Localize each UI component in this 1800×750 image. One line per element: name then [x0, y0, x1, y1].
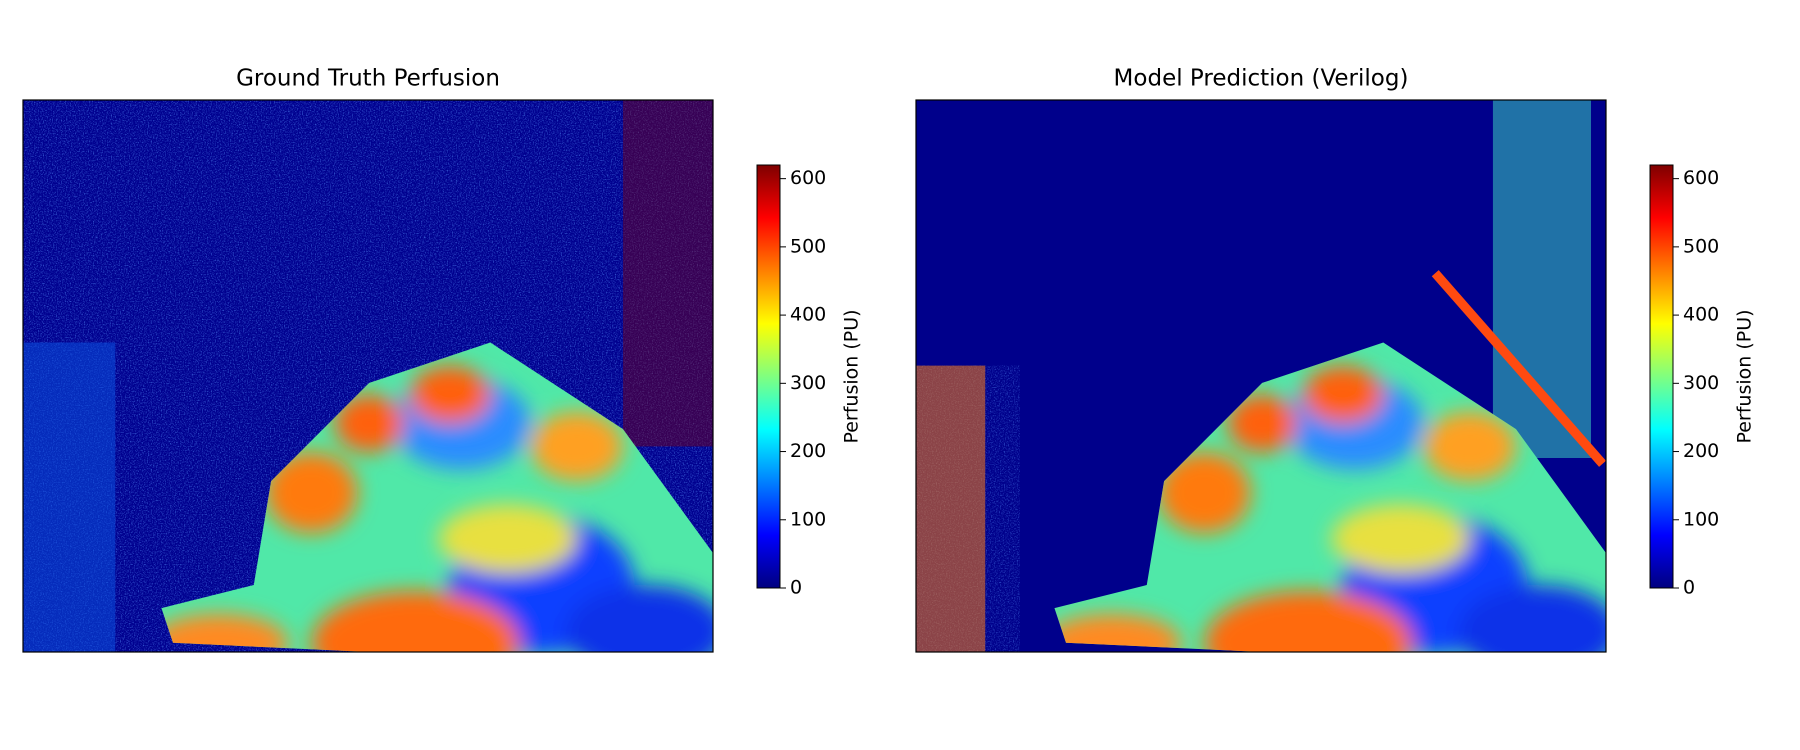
hand-blob	[265, 452, 358, 534]
hand-blob	[530, 411, 623, 482]
colorbar-tick-label: 400	[790, 304, 826, 326]
colorbar-tick-label: 100	[790, 508, 826, 530]
hand-blob	[409, 365, 491, 424]
axes-frame	[22, 99, 714, 653]
hand-blob	[1458, 585, 1606, 653]
image-edge	[1431, 270, 1606, 467]
hand-blob	[1042, 613, 1182, 653]
colorbar-tick-label: 500	[1683, 235, 1719, 257]
colorbar-label: Perfusion (PU)	[841, 309, 863, 443]
colorbar	[1649, 164, 1674, 589]
colorbar-label: Perfusion (PU)	[1734, 309, 1756, 443]
image-region	[623, 100, 713, 447]
hand-blob	[1204, 590, 1413, 653]
colorbar-tick-label: 0	[790, 577, 802, 599]
image-region	[23, 342, 116, 652]
hand-blob	[311, 590, 520, 653]
image-region	[1492, 100, 1591, 458]
colorbar-tick-label: 300	[1683, 372, 1719, 394]
hand-blob	[334, 394, 404, 453]
colorbar	[756, 164, 781, 589]
chart-title: Ground Truth Perfusion	[236, 66, 500, 92]
hand-blob	[1331, 504, 1470, 574]
hand-blob	[1302, 365, 1384, 424]
image-area	[23, 100, 713, 653]
hand-blob	[1423, 411, 1516, 482]
hand-blob	[1227, 394, 1297, 453]
hand-blobs	[962, 203, 1606, 653]
axes-frame	[915, 99, 1607, 653]
hand-blob	[149, 613, 289, 653]
hand-blob	[438, 504, 577, 574]
chart-title: Model Prediction (Verilog)	[1114, 66, 1409, 92]
colorbar-tick-label: 100	[1683, 508, 1719, 530]
colorbar-tick-label: 200	[790, 440, 826, 462]
image-region	[916, 365, 986, 652]
colorbar-tick-label: 600	[790, 167, 826, 189]
colorbar-tick-label: 200	[1683, 440, 1719, 462]
image-area	[916, 100, 1606, 653]
hand-blob	[1158, 452, 1251, 534]
colorbar-tick-label: 500	[790, 235, 826, 257]
hand-blob	[565, 585, 713, 653]
colorbar-tick-label: 400	[1683, 304, 1719, 326]
colorbar-tick-label: 600	[1683, 167, 1719, 189]
colorbar-tick-label: 0	[1683, 577, 1695, 599]
colorbar-tick-label: 300	[790, 372, 826, 394]
